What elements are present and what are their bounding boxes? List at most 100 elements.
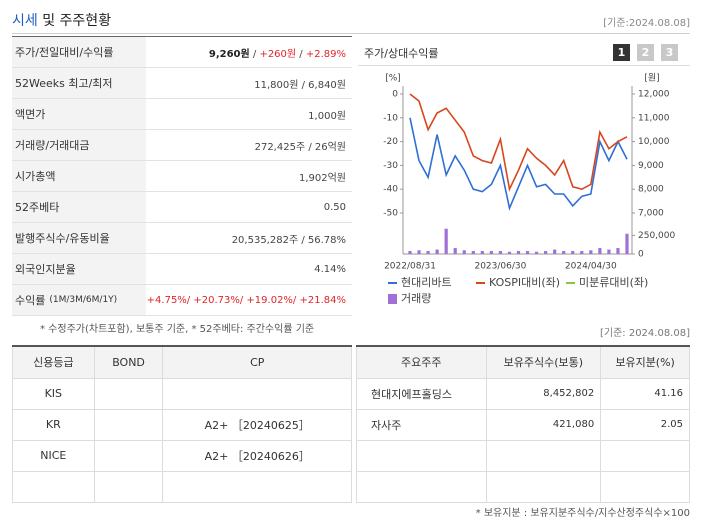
y2-tick-label: 8,000 xyxy=(638,185,664,195)
title-highlight: 시세 xyxy=(12,13,38,29)
holders-table: 주요주주 보유주식수(보통) 보유지분(%) 현대지에프홀딩스 8,452,802 41.… xyxy=(356,345,690,503)
label-part: 52Weeks 최고/최저 xyxy=(15,77,113,90)
cell: A2+ ［20240625］ xyxy=(162,408,352,441)
y-tick-label: 0 xyxy=(392,90,398,100)
row-label: 액면가 xyxy=(12,99,146,129)
summary-row: 주가/전일대비/수익률 9,260원 / +260원 / +2.89% xyxy=(12,37,352,68)
label-part: 주가/전일대비/수익률 xyxy=(15,46,114,59)
header-cell: 보유주식수(보통) xyxy=(485,345,602,379)
value-part: 11,800원 / 6,840원 xyxy=(254,79,346,91)
y2-unit: [원] xyxy=(644,73,659,84)
volume-bar xyxy=(589,250,593,254)
cell xyxy=(93,377,164,410)
volume-bar xyxy=(507,251,512,254)
header-row: 신용등급 BOND CP xyxy=(12,345,352,379)
y2-tick-label: 12,000 xyxy=(638,90,670,100)
volume-bar xyxy=(616,248,620,254)
volume-bar xyxy=(435,249,439,254)
row-label: 거래량/거래대금 xyxy=(12,130,146,160)
y3-tick-label: 250,000 xyxy=(638,231,675,241)
volume-bar xyxy=(607,249,611,254)
volume-bar xyxy=(489,251,493,254)
table-head: 신용등급 BOND CP xyxy=(12,345,352,379)
header-row: 주요주주 보유주식수(보통) 보유지분(%) xyxy=(356,345,690,379)
cell xyxy=(356,470,487,503)
chart: [%] [원] 0 -10 -20 -30 -40 -50 12,000 11,000 10,000… xyxy=(383,73,675,306)
summary-row: 발행주식수/유동비율 20,535,282주 / 56.78% xyxy=(12,223,352,254)
header-cell: 신용등급 xyxy=(12,345,95,379)
summary-row: 거래량/거래대금 272,425주 / 26억원 xyxy=(12,130,352,161)
row-value: 0.50 xyxy=(146,202,352,213)
volume-bar xyxy=(480,251,484,254)
page-button[interactable]: 3 xyxy=(661,44,678,61)
summary-row: 수익률 (1M/3M/6M/1Y) +4.75%/ +20.73%/ +19.02%… xyxy=(12,285,352,316)
summary-row: 시가총액 1,902억원 xyxy=(12,161,352,192)
summary-row: 52Weeks 최고/최저 11,800원 / 6,840원 xyxy=(12,68,352,99)
label-part: 거래량/거래대금 xyxy=(15,139,90,152)
cell: 8,452,802 xyxy=(485,377,602,410)
data-row: KR A2+ ［20240625］ xyxy=(12,408,352,441)
base-date: [기준:2024.08.08] xyxy=(603,18,690,29)
cell xyxy=(93,470,164,503)
volume-bar xyxy=(516,251,521,254)
volume-bar xyxy=(471,251,475,254)
volume-bar xyxy=(534,251,539,254)
cell xyxy=(162,377,352,410)
value-part: +20.73%/ xyxy=(193,294,247,306)
value-part: +4.75%/ xyxy=(146,294,194,306)
value-part: +260원 xyxy=(259,48,297,60)
value-part: 1,902억원 xyxy=(298,172,346,184)
volume-bar xyxy=(625,233,629,254)
row-label: 주가/전일대비/수익률 xyxy=(12,37,146,67)
data-row: KIS xyxy=(12,377,352,410)
divider xyxy=(12,33,690,34)
cell xyxy=(93,408,164,441)
row-label: 52Weeks 최고/최저 xyxy=(12,68,146,98)
y-tick-label: -40 xyxy=(383,185,398,195)
value-part: 0.50 xyxy=(323,201,346,213)
cell xyxy=(600,439,690,472)
cell: 41.16 xyxy=(600,377,690,410)
header-cell: BOND xyxy=(93,345,164,379)
label-part: 발행주식수/유동비율 xyxy=(15,232,110,245)
value-part: +21.84% xyxy=(299,294,346,306)
table-body: 현대지에프홀딩스 8,452,802 41.16 자사주 421,080 2.05 xyxy=(356,377,690,503)
row-label: 시가총액 xyxy=(12,161,146,191)
page-button[interactable]: 2 xyxy=(637,44,654,61)
legend-label: 거래량 xyxy=(401,292,431,305)
value-part: 4.14% xyxy=(314,263,346,275)
credit-table: 신용등급 BOND CP KIS KR A2+ ［20240625］ NICE A2+ ［20… xyxy=(12,345,352,503)
cell: 421,080 xyxy=(485,408,602,441)
volume-bar xyxy=(408,251,412,254)
label-part: 외국인지분율 xyxy=(15,263,76,276)
chart-date: [기준: 2024.08.08] xyxy=(599,328,690,339)
y2-tick-label: 9,000 xyxy=(638,161,664,171)
label-part: 52주베타 xyxy=(15,201,60,214)
volume-bar xyxy=(426,251,430,254)
header-cell: 보유지분(%) xyxy=(600,345,690,379)
data-row: 현대지에프홀딩스 8,452,802 41.16 xyxy=(356,377,690,410)
y-tick-label: -50 xyxy=(383,209,398,219)
value-part: 9,260원 xyxy=(208,48,250,60)
cell: A2+ ［20240626］ xyxy=(162,439,352,472)
volume-bar xyxy=(525,251,530,254)
cell: 자사주 xyxy=(356,408,487,441)
row-label: 발행주식수/유동비율 xyxy=(12,223,146,253)
y2-tick-label: 11,000 xyxy=(638,113,670,123)
table-body: KIS KR A2+ ［20240625］ NICE A2+ ［20240626］ xyxy=(12,377,352,503)
summary-row: 외국인지분율 4.14% xyxy=(12,254,352,285)
cell: 현대지에프홀딩스 xyxy=(356,377,487,410)
label-part: (1M/3M/6M/1Y) xyxy=(49,295,118,305)
volume-bar xyxy=(553,249,557,254)
y-tick-label: -10 xyxy=(383,113,398,123)
label-part: 수익률 xyxy=(15,294,46,307)
page-button[interactable]: 1 xyxy=(613,44,630,61)
title-rest: 및 주주현황 xyxy=(42,13,112,29)
row-label: 수익률 (1M/3M/6M/1Y) xyxy=(12,285,146,315)
volume-bar xyxy=(417,250,421,254)
header-cell: 주요주주 xyxy=(356,345,487,379)
cell: NICE xyxy=(12,439,95,472)
legend-label: KOSPI대비(좌) xyxy=(489,276,560,289)
row-value: 1,902억원 xyxy=(146,169,352,184)
